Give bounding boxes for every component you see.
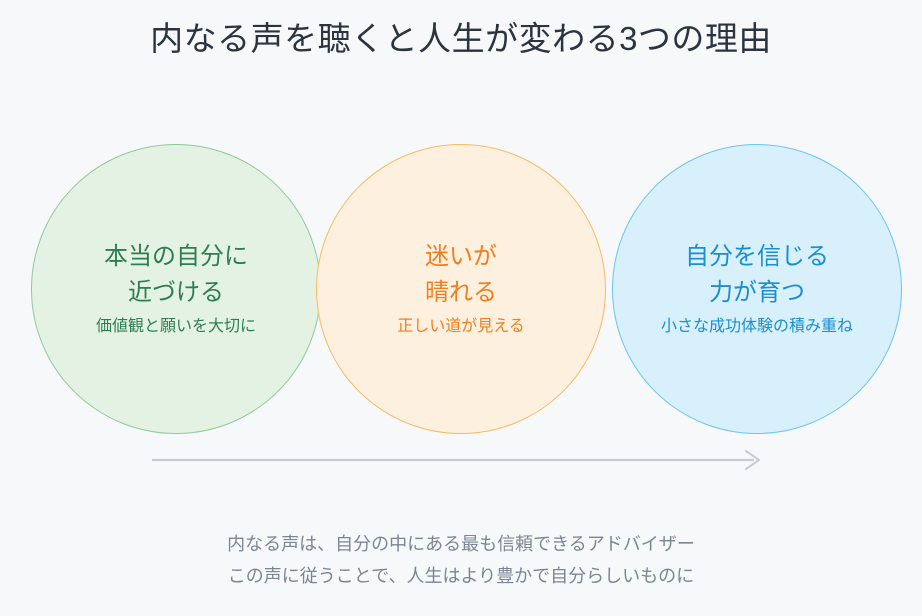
footer-line-1: 内なる声は、自分の中にある最も信頼できるアドバイザー <box>227 534 695 554</box>
reason-circle-authentic-self[interactable]: 本当の自分に 近づける 価値観と願いを大切に <box>31 144 321 434</box>
page-title: 内なる声を聴くと人生が変わる3つの理由 <box>150 20 772 57</box>
reason-circle-row: 本当の自分に 近づける 価値観と願いを大切に 迷いが 晴れる 正しい道が見える … <box>0 144 922 436</box>
reason-headline-line2: 近づける <box>128 279 224 306</box>
flow-arrow-right-icon <box>152 449 761 471</box>
reason-subline: 小さな成功体験の積み重ね <box>660 318 853 335</box>
reason-circle-clarity[interactable]: 迷いが 晴れる 正しい道が見える <box>316 144 606 434</box>
reason-headline-line1: 自分を信じる <box>685 243 829 270</box>
reason-headline-line2: 力が育つ <box>709 279 805 306</box>
reason-headline-line1: 本当の自分に <box>104 243 248 270</box>
footer-line-2: この声に従うことで、人生はより豊かで自分らしいものに <box>227 566 695 586</box>
reason-subline: 価値観と願いを大切に <box>95 318 256 335</box>
reason-subline: 正しい道が見える <box>397 318 525 335</box>
footer-note: 内なる声は、自分の中にある最も信頼できるアドバイザー この声に従うことで、人生は… <box>0 528 922 592</box>
reason-headline-line2: 晴れる <box>425 279 497 306</box>
reason-circle-self-confidence[interactable]: 自分を信じる 力が育つ 小さな成功体験の積み重ね <box>612 144 902 434</box>
reason-headline-line1: 迷いが <box>425 243 497 270</box>
